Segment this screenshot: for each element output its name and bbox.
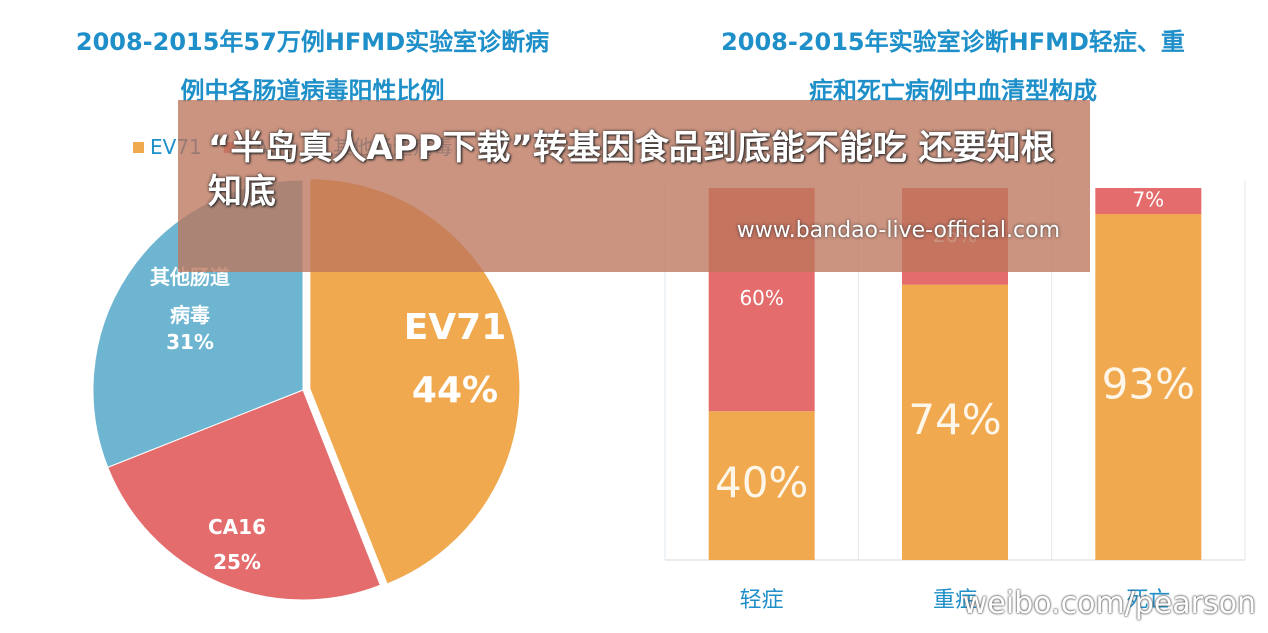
- bar-value-label: 7%: [1132, 188, 1164, 212]
- pie-label-name: CA16: [208, 515, 266, 539]
- bar-segment: [1095, 214, 1202, 561]
- x-tick-label: 死亡: [1126, 588, 1170, 613]
- overlay-url: www.bandao-live-official.com: [736, 218, 1060, 243]
- bar-value-label: 60%: [739, 286, 783, 310]
- bar-segment: [708, 411, 815, 560]
- bar-value-label: 40%: [715, 458, 808, 507]
- x-tick-label: 重症: [933, 588, 977, 613]
- bar-segment: [902, 284, 1008, 560]
- overlay-banner: “半岛真人APP下载”转基因食品到底能不能吃 还要知根知底 www.bandao…: [178, 100, 1090, 272]
- pie-label-value: 44%: [411, 369, 499, 411]
- legend-swatch: [133, 142, 144, 153]
- bar-value-label: 93%: [1102, 360, 1195, 409]
- overlay-headline: “半岛真人APP下载”转基因食品到底能不能吃 还要知根知底: [208, 128, 1055, 212]
- watermark: weibo.com/pearson: [962, 586, 1256, 621]
- bar-segment: [1095, 188, 1202, 215]
- pie-title: 2008-2015年57万例HFMD实验室诊断病例中各肠道病毒阳性比例: [75, 28, 550, 105]
- x-tick-label: 轻症: [740, 588, 784, 613]
- pie-label-value: 25%: [213, 550, 261, 574]
- bar-value-label: 74%: [908, 395, 1001, 444]
- pie-label-name: EV71: [403, 307, 507, 348]
- pie-slice: [107, 389, 381, 601]
- pie-label-value: 31%: [166, 330, 214, 354]
